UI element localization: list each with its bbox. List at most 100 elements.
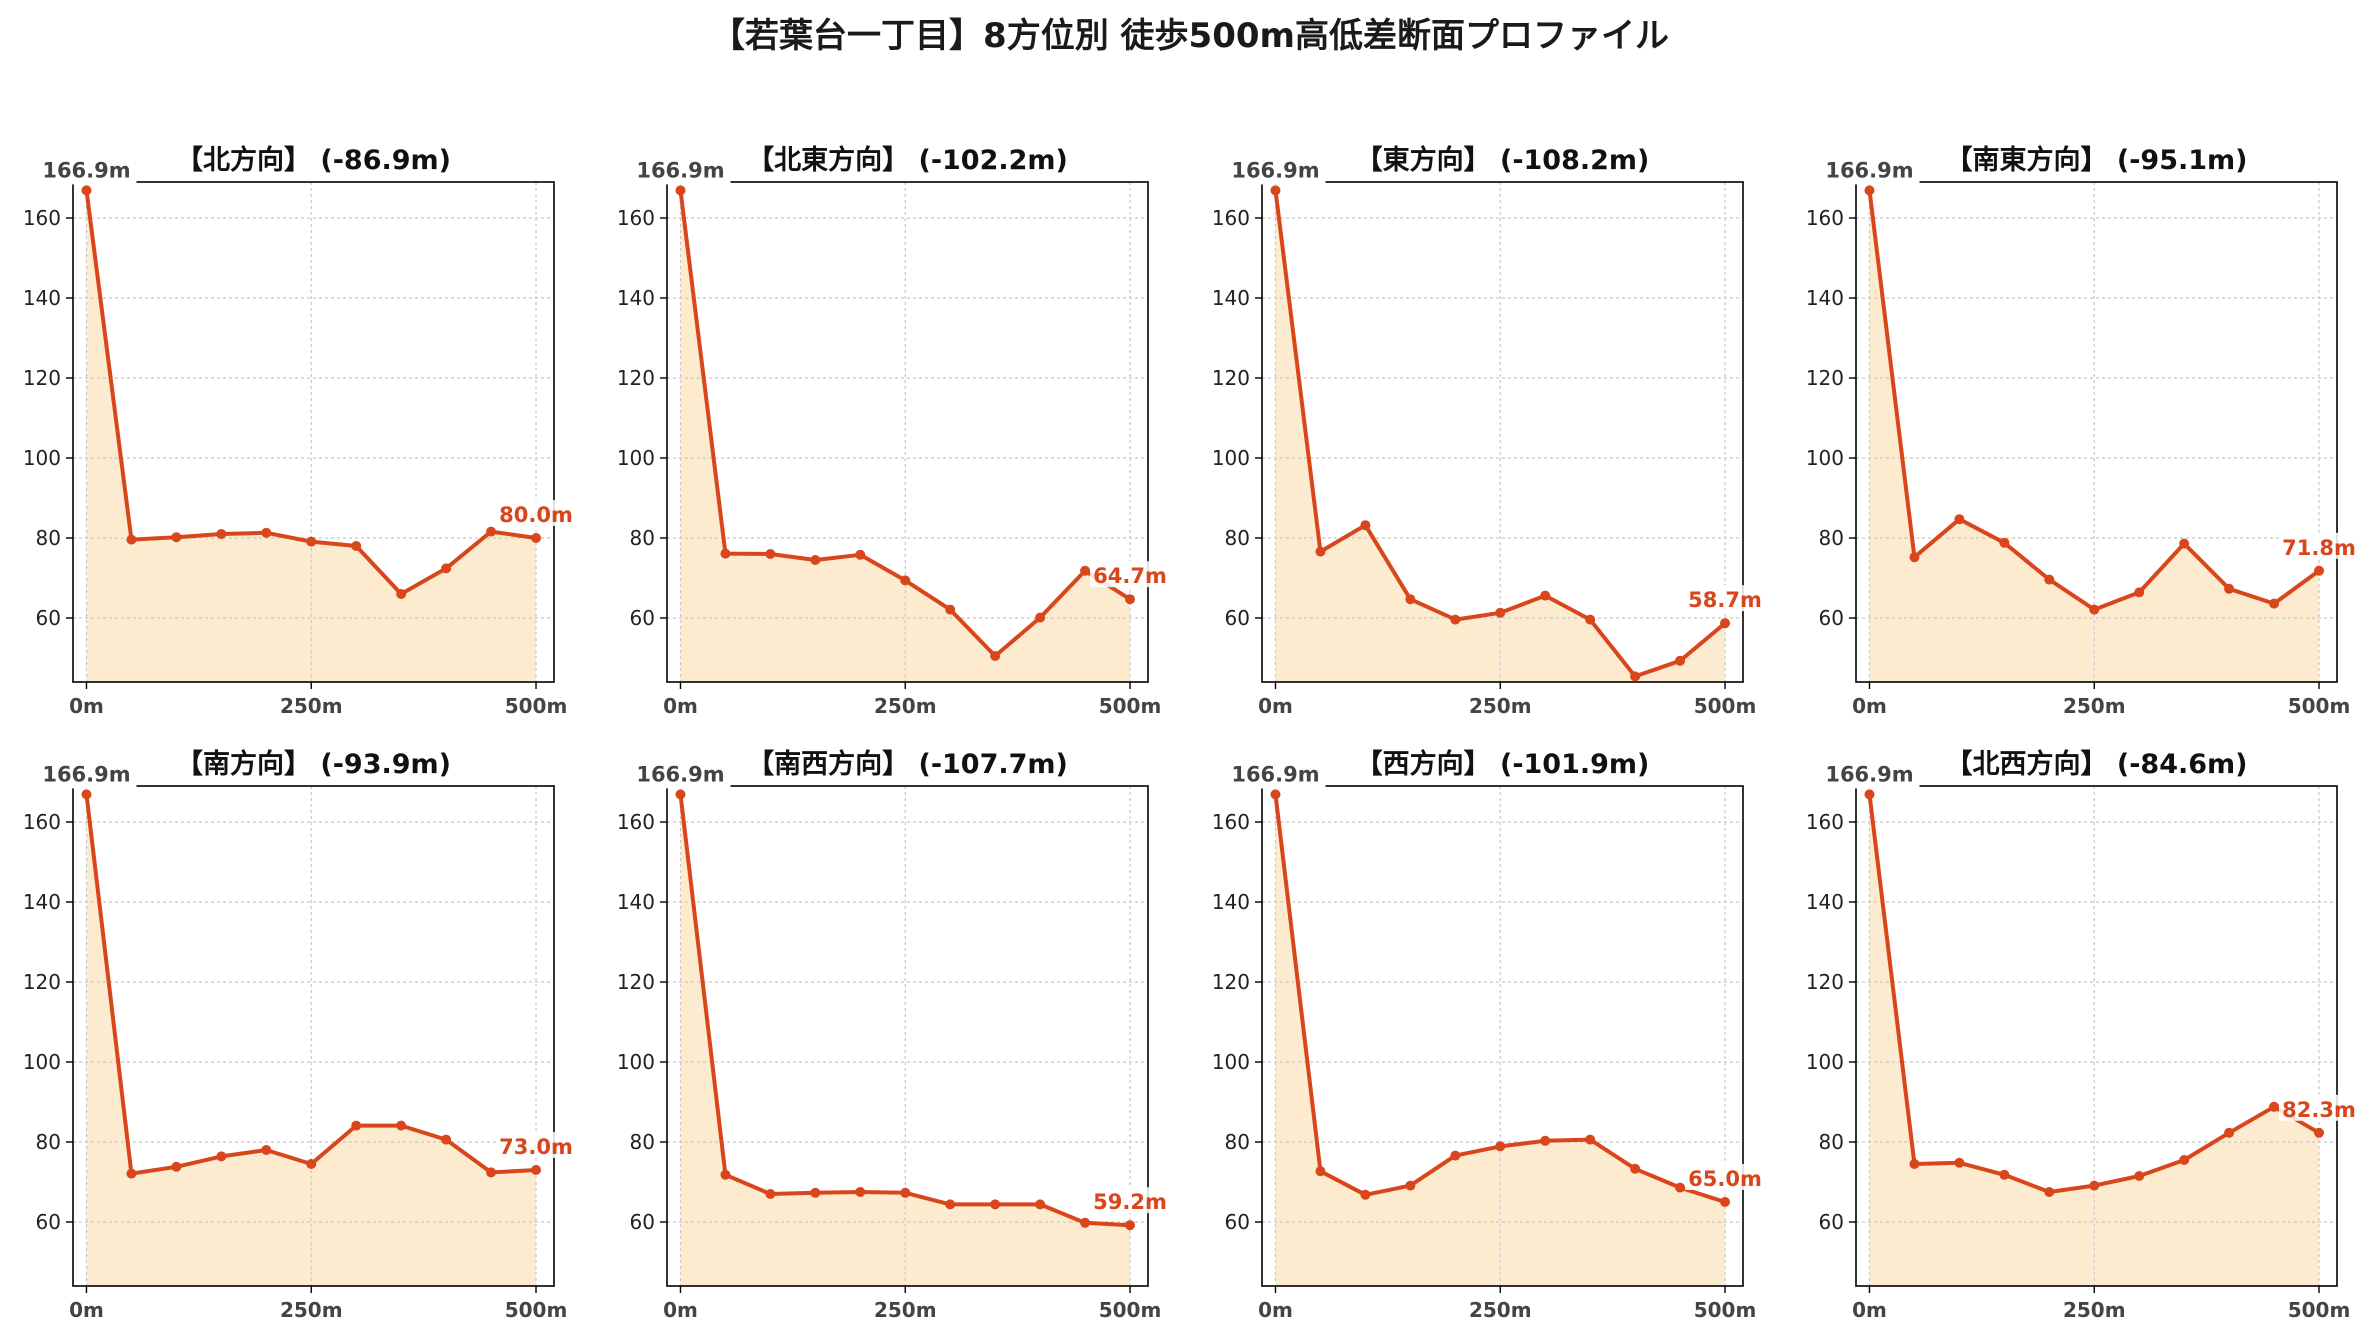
profile-point [216, 529, 227, 539]
x-tick-label: 500m [1694, 694, 1757, 718]
end-label-bg [1090, 1187, 1171, 1214]
y-tick-label: 100 [617, 1050, 655, 1074]
profile-point [1405, 1180, 1416, 1191]
profile-point [2314, 565, 2325, 576]
profile-point [765, 549, 776, 559]
x-tick-label: 0m [663, 1298, 698, 1322]
profile-point [1080, 565, 1091, 576]
x-tick-label: 250m [2063, 1298, 2126, 1322]
panel-title: 【南東方向】 (-95.1m) [1945, 144, 2247, 176]
y-tick-label: 80 [1225, 526, 1250, 550]
start-label: 166.9m [636, 158, 724, 182]
profile-point [531, 1165, 542, 1175]
y-tick-label: 120 [23, 366, 61, 390]
x-tick-label: 250m [280, 694, 343, 718]
profile-point [351, 1120, 362, 1131]
start-label: 166.9m [42, 762, 130, 786]
profile-point [2224, 583, 2235, 594]
start-label: 166.9m [1825, 762, 1913, 786]
x-tick-label: 250m [874, 694, 937, 718]
y-tick-label: 80 [1819, 526, 1844, 550]
profile-point [1360, 520, 1371, 531]
end-label: 65.0m [1688, 1167, 1762, 1191]
panel-0: 60 80 100 120 140 160 0m 250m 500m 【北方向】 (-86.9m)… [23, 142, 577, 718]
profile-point [2179, 538, 2190, 549]
panel-title: 【東方向】 (-108.2m) [1356, 144, 1650, 176]
end-label: 73.0m [499, 1135, 573, 1159]
profile-point [855, 1187, 866, 1197]
start-label-bg [1225, 760, 1326, 789]
area-fill [1275, 190, 1726, 682]
y-tick-label: 100 [617, 446, 655, 470]
x-tick-label: 0m [1258, 694, 1293, 718]
profile-point [1080, 1217, 1091, 1228]
panel-6: 60 80 100 120 140 160 0m 250m 500m 【西方向】 (-101.9m… [1212, 746, 1766, 1322]
panel-7: 60 80 100 120 140 160 0m 250m 500m 【北西方向】 (-84.6m… [1806, 746, 2360, 1322]
profile-point [396, 589, 407, 599]
profile-point [441, 1134, 452, 1145]
profile-point [2269, 1101, 2280, 1112]
profile-point [2044, 574, 2055, 585]
y-tick-label: 60 [1225, 606, 1250, 630]
start-label-bg [1819, 156, 1920, 185]
y-tick-label: 100 [1212, 446, 1250, 470]
profile-point [1585, 1134, 1596, 1145]
profile-point [1585, 614, 1596, 625]
area-fill [680, 794, 1131, 1286]
profile-point [261, 527, 272, 538]
plot-frame [72, 785, 555, 1287]
profile-point [216, 1151, 227, 1162]
end-label: 58.7m [1688, 588, 1762, 612]
y-tick-label: 80 [1819, 1130, 1844, 1154]
y-tick-label: 140 [1212, 890, 1250, 914]
y-tick-label: 100 [1806, 446, 1844, 470]
plot-frame [666, 785, 1149, 1287]
end-label-bg [1090, 561, 1171, 588]
profile-point [1360, 1189, 1371, 1200]
y-tick-label: 140 [617, 286, 655, 310]
y-tick-label: 100 [1212, 1050, 1250, 1074]
y-tick-label: 60 [36, 1210, 61, 1234]
area-fill [1275, 794, 1726, 1286]
panel-3: 60 80 100 120 140 160 0m 250m 500m 【南東方向】 (-95.1m… [1806, 142, 2360, 718]
profile-point [1315, 546, 1326, 557]
plot-frame [1261, 181, 1744, 683]
x-tick-label: 500m [2288, 1298, 2351, 1322]
area-fill [680, 190, 1131, 682]
profile-point [171, 532, 182, 543]
panel-title: 【北東方向】 (-102.2m) [747, 144, 1068, 176]
panel-title: 【西方向】 (-101.9m) [1356, 748, 1650, 780]
end-label: 64.7m [1093, 564, 1167, 588]
end-label-bg [496, 1132, 577, 1158]
end-label-bg [1685, 585, 1766, 612]
profile-point [1675, 655, 1686, 666]
profile-point [1270, 789, 1281, 800]
plot-frame [1855, 785, 2338, 1287]
y-tick-label: 140 [1806, 890, 1844, 914]
y-tick-label: 60 [630, 1210, 655, 1234]
y-tick-label: 160 [1806, 810, 1844, 834]
profile-point [990, 651, 1001, 661]
profile-point [486, 526, 497, 537]
x-tick-label: 250m [1469, 1298, 1532, 1322]
plot-frame [1855, 181, 2338, 683]
profile-point [81, 185, 92, 196]
area-fill [1869, 190, 2320, 682]
y-tick-label: 80 [1225, 1130, 1250, 1154]
area-fill [86, 190, 537, 682]
profile-point [261, 1145, 272, 1155]
profile-point [1864, 185, 1875, 196]
end-label-bg [2279, 532, 2360, 559]
y-tick-label: 140 [23, 286, 61, 310]
panel-5: 60 80 100 120 140 160 0m 250m 500m 【南西方向】 (-107.7… [617, 746, 1171, 1322]
start-label: 166.9m [1825, 158, 1913, 182]
profile-point [486, 1167, 497, 1178]
x-tick-label: 0m [1852, 694, 1887, 718]
panel-title-bg [707, 746, 1108, 784]
end-label: 82.3m [2282, 1098, 2356, 1122]
profile-point [1125, 1220, 1136, 1231]
profile-point [1909, 552, 1920, 563]
profile-point [810, 555, 821, 565]
profile-point [990, 1199, 1001, 1210]
x-tick-label: 250m [2063, 694, 2126, 718]
